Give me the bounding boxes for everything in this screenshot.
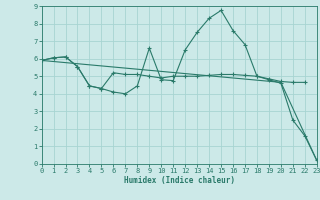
X-axis label: Humidex (Indice chaleur): Humidex (Indice chaleur) [124, 176, 235, 185]
